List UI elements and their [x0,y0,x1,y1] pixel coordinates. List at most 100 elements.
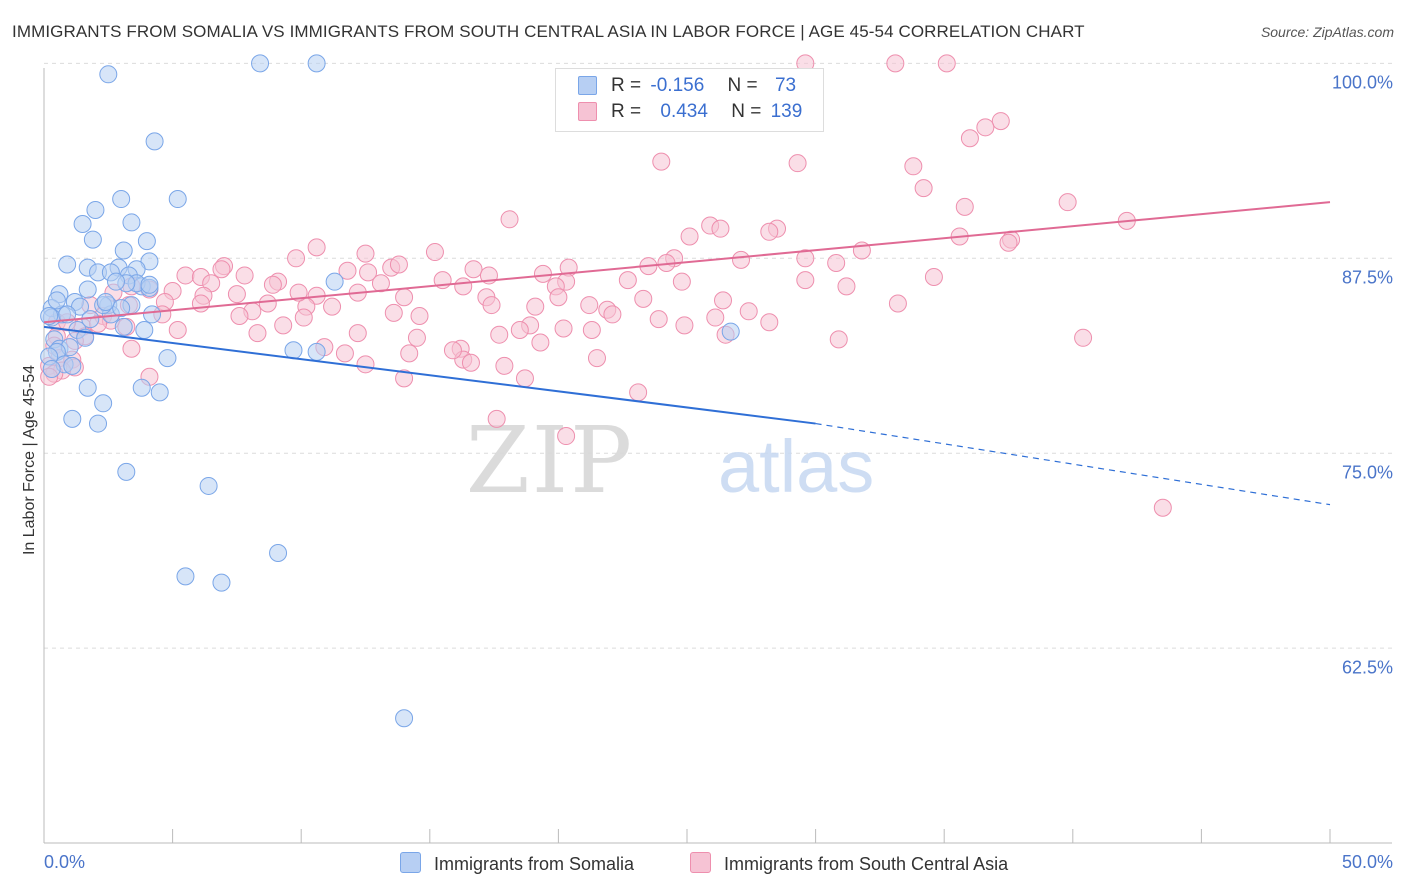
data-point [307,238,326,257]
data-point [914,179,933,198]
data-point [86,200,105,219]
data-point [212,260,231,279]
bottom-legend-somalia: Immigrants from Somalia [400,852,634,875]
y-tick-label: 100.0% [1331,72,1393,93]
data-point [760,222,779,241]
data-point [263,275,282,294]
data-point [40,306,59,325]
data-point [482,296,501,315]
data-point [714,291,733,310]
data-point [307,54,326,73]
data-point [135,321,154,340]
data-point [886,54,905,73]
data-point [338,261,357,280]
data-point [760,313,779,332]
data-point [587,349,606,368]
axes [43,68,1392,844]
data-point [99,65,118,84]
data-point [96,292,115,311]
source-label: Source: ZipAtlas.com [1260,24,1394,40]
data-point [526,297,545,316]
legend-r-label: R = [611,101,642,122]
data-point [888,294,907,313]
data-point [827,253,846,272]
data-point [937,54,956,73]
legend-r-value-south-central-asia: 0.434 [660,101,708,122]
data-point [1058,193,1077,212]
data-point [143,305,162,324]
data-point [94,394,113,413]
chart-title: IMMIGRANTS FROM SOMALIA VS IMMIGRANTS FR… [12,22,1085,41]
bottom-legend-swatch-somalia [400,852,421,873]
data-point [371,274,390,293]
data-point [1153,498,1172,517]
data-point [603,305,622,324]
data-point [287,249,306,268]
data-point [675,316,694,335]
data-point [629,383,648,402]
data-point [47,291,66,310]
watermark-atlas: atlas [718,425,874,508]
data-point [122,213,141,232]
data-point [425,243,444,262]
legend-r-value-somalia: -0.156 [650,75,705,96]
data-point [122,339,141,358]
data-point [191,294,210,313]
data-point [132,378,151,397]
data-point [150,383,169,402]
data-point [533,264,552,283]
data-point [176,266,195,285]
data-point [325,272,344,291]
bottom-legend-label-somalia: Immigrants from Somalia [434,854,635,874]
legend-row-south-central-asia: R = 0.434 N = 139 [578,101,802,127]
data-point [114,241,133,260]
bottom-legend-swatch-south-central-asia [690,852,711,873]
data-point [711,219,730,238]
bottom-legend-label-south-central-asia: Immigrants from South Central Asia [724,854,1009,874]
data-point [307,342,326,361]
data-point [78,280,97,299]
data-point [976,118,995,137]
data-point [461,353,480,372]
data-point [389,255,408,274]
data-point [63,409,82,428]
legend-swatch-somalia [578,76,597,96]
data-point [274,316,293,335]
data-point [235,266,254,285]
data-point [269,543,288,562]
series-somalia-points [40,54,740,728]
data-point [1074,328,1093,347]
data-point [672,272,691,291]
legend-n-label: N = [727,75,758,96]
data-point [495,356,514,375]
data-point [732,250,751,269]
data-point [395,288,414,307]
data-point [294,308,313,327]
data-point [955,197,974,216]
data-point [510,321,529,340]
trendlines [43,201,1331,506]
data-point [443,341,462,360]
data-point [212,573,231,592]
data-point [227,285,246,304]
legend-swatch-south-central-asia [578,102,597,122]
data-point [359,263,378,282]
data-point [582,321,601,340]
data-point [904,157,923,176]
data-point [42,359,61,378]
data-point [335,344,354,363]
data-point [78,378,97,397]
data-point [788,154,807,173]
data-point [829,330,848,349]
data-point [137,232,156,251]
y-tick-label: 87.5% [1341,267,1393,288]
x-tick-label-max: 50.0% [1341,852,1393,872]
legend-n-value-south-central-asia: 139 [770,101,803,122]
data-point [454,277,473,296]
data-point [652,152,671,171]
data-point [114,317,133,336]
data-point [796,271,815,290]
correlation-legend: R = -0.156 N = 73 R = 0.434 N = 139 [555,68,824,132]
data-point [500,210,519,229]
data-point [140,275,159,294]
